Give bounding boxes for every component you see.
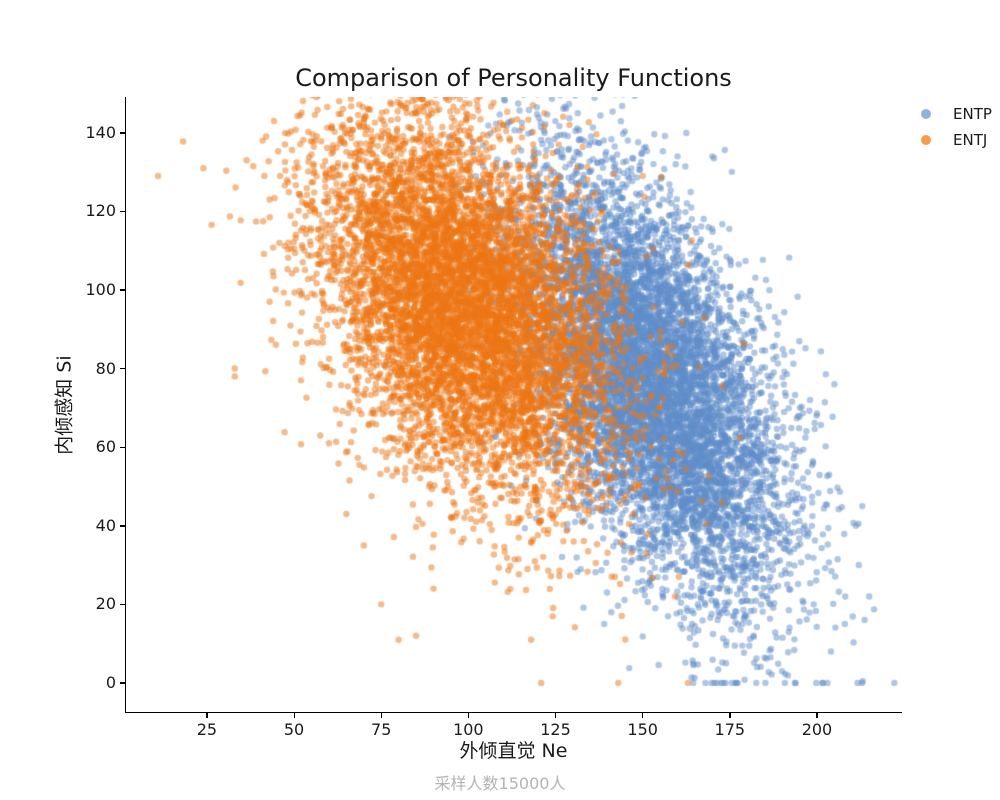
x-tick-label: 25 [196, 720, 218, 739]
legend-label-entp: ENTP [953, 105, 992, 123]
x-tick-label: 150 [627, 720, 658, 739]
chart-title: Comparison of Personality Functions [295, 64, 732, 92]
x-tick-mark [293, 713, 295, 718]
y-tick-mark [120, 525, 125, 527]
y-axis-spine [125, 97, 127, 713]
y-tick-label: 20 [95, 594, 116, 614]
y-tick-mark [120, 603, 125, 606]
x-tick-mark [467, 713, 470, 718]
x-tick-mark [729, 713, 731, 718]
x-tick-mark [816, 713, 818, 718]
y-tick-mark [120, 132, 125, 134]
y-tick-mark [120, 368, 125, 370]
scatter-points-canvas [126, 97, 901, 712]
x-axis-spine [125, 712, 902, 714]
y-tick-label: 40 [95, 515, 116, 535]
x-tick-label: 175 [714, 720, 746, 739]
x-tick-mark [642, 713, 644, 718]
y-tick-label: 140 [85, 122, 116, 142]
entj-marker-icon [921, 135, 931, 145]
y-tick-label: 0 [105, 672, 116, 692]
entp-marker-icon [921, 109, 931, 119]
x-tick-label: 50 [283, 720, 305, 739]
x-tick-mark [555, 713, 557, 718]
x-tick-label: 200 [801, 720, 833, 739]
legend-label-entj: ENTJ [953, 131, 988, 149]
x-tick-mark [206, 713, 208, 718]
y-tick-label: 60 [95, 437, 116, 457]
y-tick-label: 120 [85, 201, 116, 221]
x-tick-label: 125 [540, 720, 571, 739]
sample-size-caption: 采样人数15000人 [434, 774, 566, 793]
y-tick-mark [120, 289, 125, 291]
x-tick-label: 75 [371, 720, 392, 739]
x-tick-label: 100 [453, 720, 484, 739]
legend: ENTP ENTJ [921, 101, 992, 153]
y-axis-label: 内倾感知 Si [53, 355, 76, 455]
y-tick-label: 80 [95, 358, 116, 378]
y-tick-label: 100 [85, 279, 116, 299]
plot-area: 25 50 75 100 125 150 175 200 0 20 40 60 80 100 120 140 [85, 97, 902, 739]
y-tick-mark [120, 446, 125, 448]
y-tick-mark [120, 210, 125, 213]
x-tick-mark [380, 713, 382, 718]
x-axis-label: 外倾直觉 Ne [459, 740, 568, 762]
legend-item-entp: ENTP [921, 101, 992, 127]
y-tick-mark [120, 682, 125, 684]
legend-item-entj: ENTJ [921, 127, 992, 153]
